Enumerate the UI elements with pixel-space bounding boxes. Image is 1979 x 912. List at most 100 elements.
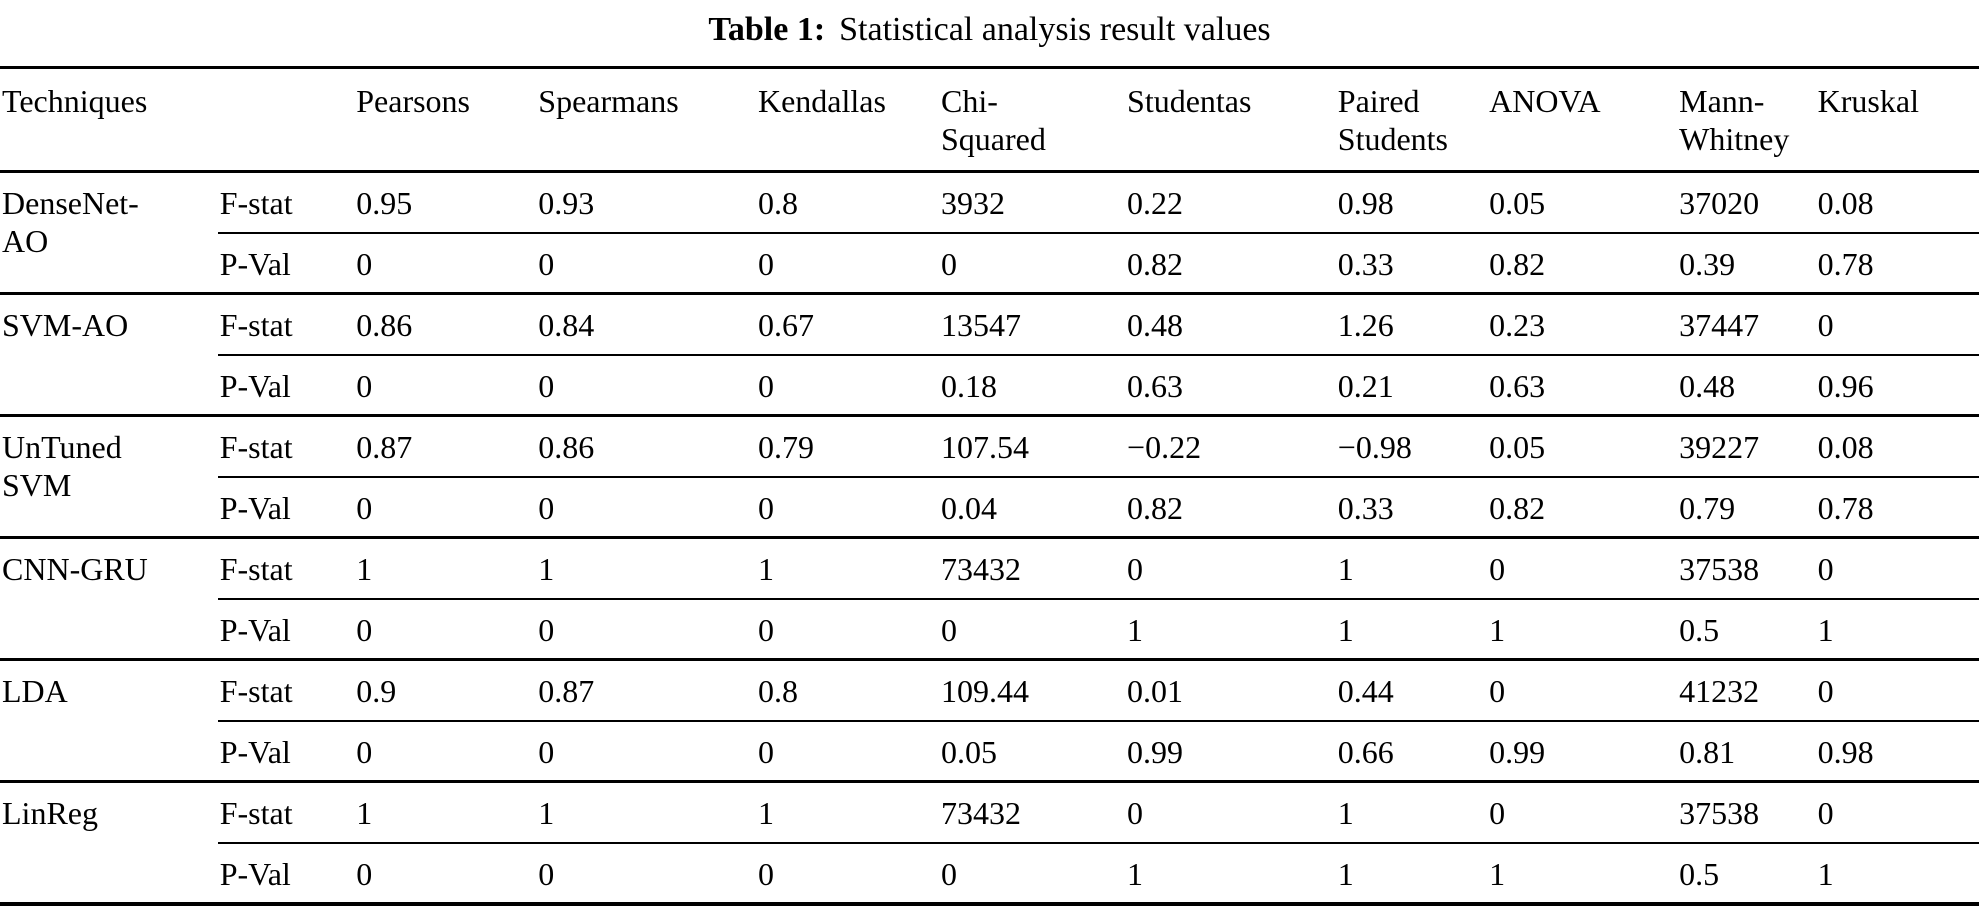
value-cell: 0.21 bbox=[1335, 354, 1488, 417]
table-caption-text: Statistical analysis result values bbox=[839, 11, 1271, 48]
value-cell: 0 bbox=[755, 720, 939, 783]
row-label-cell: F-stat bbox=[217, 293, 355, 356]
value-cell: 0.5 bbox=[1677, 842, 1816, 905]
value-cell: 0.78 bbox=[1815, 232, 1979, 295]
value-cell: 109.44 bbox=[939, 659, 1126, 722]
value-cell: 3932 bbox=[939, 171, 1126, 234]
value-cell: 0.82 bbox=[1125, 476, 1336, 539]
value-cell: 0.08 bbox=[1815, 171, 1979, 234]
value-cell: 0 bbox=[1487, 781, 1678, 844]
technique-cell: CNN-GRU bbox=[0, 537, 218, 661]
value-cell: 0.82 bbox=[1487, 232, 1678, 295]
value-cell: 0 bbox=[755, 842, 939, 905]
value-cell: 1 bbox=[1335, 781, 1488, 844]
value-cell: 1.26 bbox=[1335, 293, 1488, 356]
value-cell: 0.8 bbox=[755, 171, 939, 234]
value-cell: 0.39 bbox=[1677, 232, 1816, 295]
value-cell: 0.99 bbox=[1125, 720, 1336, 783]
technique-cell: DenseNet- AO bbox=[0, 171, 218, 295]
row-label-cell: P-Val bbox=[217, 598, 355, 661]
table-row: P-Val 0 0 0 0.05 0.99 0.66 0.99 0.81 0.98 bbox=[0, 720, 1979, 783]
table-row: P-Val 0 0 0 0 0.82 0.33 0.82 0.39 0.78 bbox=[0, 232, 1979, 295]
value-cell: 0 bbox=[1815, 659, 1979, 722]
value-cell: 1 bbox=[354, 537, 537, 600]
technique-cell: SVM-AO bbox=[0, 293, 218, 417]
value-cell: 0.22 bbox=[1125, 171, 1336, 234]
value-cell: 0.86 bbox=[536, 415, 756, 478]
technique-cell: UnTuned SVM bbox=[0, 415, 218, 539]
value-cell: 0 bbox=[354, 476, 537, 539]
value-cell: 0 bbox=[1125, 781, 1336, 844]
value-cell: 0.44 bbox=[1335, 659, 1488, 722]
value-cell: 0.99 bbox=[1487, 720, 1678, 783]
value-cell: 0.82 bbox=[1125, 232, 1336, 295]
value-cell: 1 bbox=[354, 781, 537, 844]
value-cell: 0 bbox=[939, 598, 1126, 661]
col-header-chi: Chi- Squared bbox=[939, 67, 1126, 173]
col-header-paired: Paired Students bbox=[1335, 67, 1488, 173]
value-cell: 0.05 bbox=[939, 720, 1126, 783]
value-cell: −0.22 bbox=[1125, 415, 1336, 478]
row-label-cell: P-Val bbox=[217, 354, 355, 417]
col-header-techniques: Techniques bbox=[0, 67, 218, 173]
value-cell: 0 bbox=[755, 598, 939, 661]
value-cell: 0 bbox=[536, 232, 756, 295]
table-row: LDA F-stat 0.9 0.87 0.8 109.44 0.01 0.44 0 41232 0 bbox=[0, 659, 1979, 783]
table-row: P-Val 0 0 0 0.18 0.63 0.21 0.63 0.48 0.96 bbox=[0, 354, 1979, 417]
table-caption-label: Table 1: bbox=[708, 11, 826, 48]
value-cell: 0 bbox=[1487, 659, 1678, 722]
value-cell: 73432 bbox=[939, 781, 1126, 844]
value-cell: 0.66 bbox=[1335, 720, 1488, 783]
value-cell: −0.98 bbox=[1335, 415, 1488, 478]
value-cell: 0 bbox=[536, 720, 756, 783]
value-cell: 0.23 bbox=[1487, 293, 1678, 356]
value-cell: 0 bbox=[755, 476, 939, 539]
value-cell: 0 bbox=[755, 354, 939, 417]
header-row: Techniques Pearsons Spearmans Kendallas Chi-… bbox=[0, 67, 1979, 173]
value-cell: 37538 bbox=[1677, 781, 1816, 844]
technique-cell: LDA bbox=[0, 659, 218, 783]
value-cell: 1 bbox=[1487, 598, 1678, 661]
value-cell: 13547 bbox=[939, 293, 1126, 356]
value-cell: 0 bbox=[1125, 537, 1336, 600]
col-header-kendallas: Kendallas bbox=[755, 67, 939, 173]
value-cell: 0.8 bbox=[755, 659, 939, 722]
value-cell: 1 bbox=[1335, 842, 1488, 905]
value-cell: 0 bbox=[354, 842, 537, 905]
value-cell: 0.81 bbox=[1677, 720, 1816, 783]
table-row: P-Val 0 0 0 0 1 1 1 0.5 1 bbox=[0, 842, 1979, 905]
col-header-anova: ANOVA bbox=[1487, 67, 1678, 173]
value-cell: 0.05 bbox=[1487, 171, 1678, 234]
value-cell: 0.84 bbox=[536, 293, 756, 356]
value-cell: 1 bbox=[1487, 842, 1678, 905]
row-label-cell: F-stat bbox=[217, 537, 355, 600]
value-cell: 0 bbox=[939, 842, 1126, 905]
value-cell: 0 bbox=[939, 232, 1126, 295]
table-row: P-Val 0 0 0 0 1 1 1 0.5 1 bbox=[0, 598, 1979, 661]
value-cell: 0.67 bbox=[755, 293, 939, 356]
value-cell: 0.05 bbox=[1487, 415, 1678, 478]
table-caption: Table 1: Statistical analysis result valu… bbox=[0, 0, 1979, 66]
technique-cell: LinReg bbox=[0, 781, 218, 905]
value-cell: 0.63 bbox=[1487, 354, 1678, 417]
table-row: LinReg F-stat 1 1 1 73432 0 1 0 37538 0 bbox=[0, 781, 1979, 905]
value-cell: 0.08 bbox=[1815, 415, 1979, 478]
value-cell: 0.87 bbox=[354, 415, 537, 478]
value-cell: 1 bbox=[536, 537, 756, 600]
value-cell: 0.98 bbox=[1815, 720, 1979, 783]
value-cell: 0.48 bbox=[1677, 354, 1816, 417]
value-cell: 0 bbox=[354, 720, 537, 783]
row-label-cell: P-Val bbox=[217, 232, 355, 295]
col-header-sublabel bbox=[217, 67, 355, 173]
value-cell: 0 bbox=[536, 598, 756, 661]
value-cell: 73432 bbox=[939, 537, 1126, 600]
table-row: CNN-GRU F-stat 1 1 1 73432 0 1 0 37538 0 bbox=[0, 537, 1979, 661]
value-cell: 0 bbox=[1815, 781, 1979, 844]
row-label-cell: F-stat bbox=[217, 659, 355, 722]
value-cell: 0.5 bbox=[1677, 598, 1816, 661]
value-cell: 1 bbox=[1815, 842, 1979, 905]
value-cell: 37538 bbox=[1677, 537, 1816, 600]
row-label-cell: F-stat bbox=[217, 415, 355, 478]
table-row: UnTuned SVM F-stat 0.87 0.86 0.79 107.54 −0.22… bbox=[0, 415, 1979, 539]
